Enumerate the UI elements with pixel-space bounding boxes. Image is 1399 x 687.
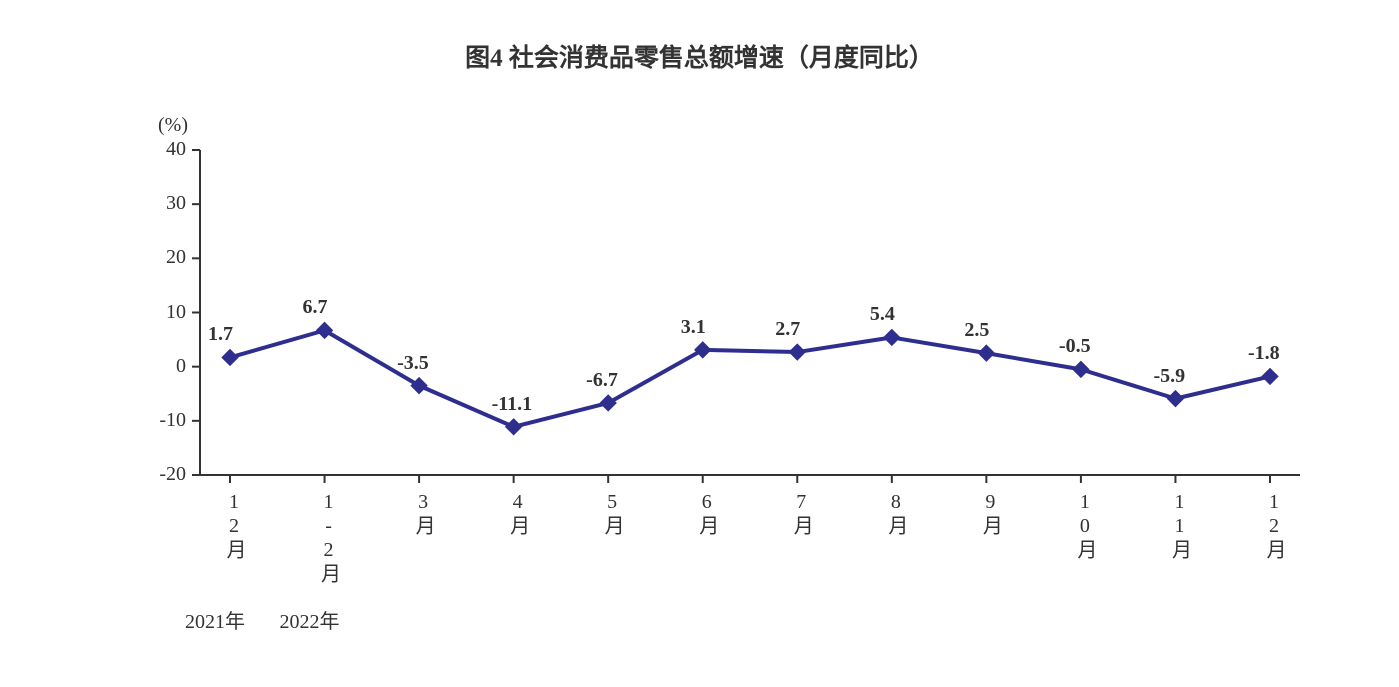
data-label: 2.7 xyxy=(775,318,800,341)
x-tick-label: 8月 xyxy=(882,491,911,537)
y-tick-label: -20 xyxy=(159,463,186,486)
x-tick-label: 1-2月 xyxy=(315,491,344,585)
data-label: 3.1 xyxy=(681,316,706,339)
y-tick-label: 10 xyxy=(166,301,186,324)
data-label: 5.4 xyxy=(870,303,895,326)
data-label: 2.5 xyxy=(964,319,989,342)
data-label: -6.7 xyxy=(586,369,618,392)
x-tick-label: 4月 xyxy=(504,491,533,537)
chart-container: 图4 社会消费品零售总额增速（月度同比） (%) -20-10010203040… xyxy=(0,0,1399,687)
data-label: -3.5 xyxy=(397,352,429,375)
y-tick-label: 0 xyxy=(176,355,186,378)
x-tick-label: 7月 xyxy=(787,491,816,537)
x-tick-label: 3月 xyxy=(409,491,438,537)
year-label: 2021年 xyxy=(185,605,245,634)
data-label: -5.9 xyxy=(1153,365,1185,388)
y-tick-label: -10 xyxy=(159,409,186,432)
year-label: 2022年 xyxy=(280,605,340,634)
y-tick-label: 30 xyxy=(166,192,186,215)
x-tick-label: 12月 xyxy=(220,491,249,561)
data-label: 6.7 xyxy=(303,296,328,319)
x-tick-label: 6月 xyxy=(693,491,722,537)
x-tick-label: 12月 xyxy=(1260,491,1289,561)
y-tick-label: 40 xyxy=(166,138,186,161)
data-label: -11.1 xyxy=(492,393,533,416)
x-tick-label: 9月 xyxy=(976,491,1005,537)
y-tick-label: 20 xyxy=(166,246,186,269)
data-label: -1.8 xyxy=(1248,342,1280,365)
x-tick-label: 11月 xyxy=(1165,491,1194,561)
x-tick-label: 10月 xyxy=(1071,491,1100,561)
x-tick-label: 5月 xyxy=(598,491,627,537)
data-label: 1.7 xyxy=(208,323,233,346)
data-label: -0.5 xyxy=(1059,335,1091,358)
